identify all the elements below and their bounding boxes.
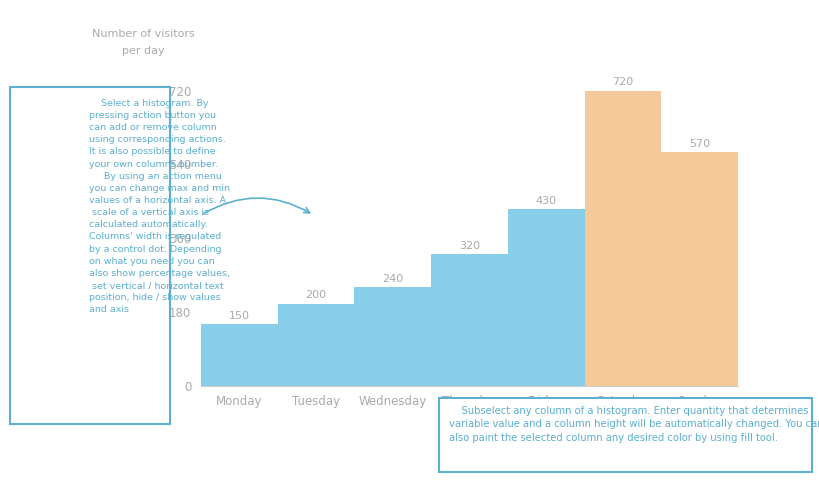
Text: 320: 320 <box>459 241 479 251</box>
Bar <box>354 287 431 386</box>
Text: Subselect any column of a histogram. Enter quantity that determines
variable val: Subselect any column of a histogram. Ent… <box>449 406 819 443</box>
Bar <box>201 324 278 386</box>
Text: Number of visitors: Number of visitors <box>92 29 195 39</box>
Text: per day: per day <box>122 46 165 56</box>
Text: 720: 720 <box>612 77 633 87</box>
Text: 200: 200 <box>305 290 326 300</box>
Bar <box>660 152 737 386</box>
Bar <box>507 209 584 386</box>
Text: Days of the week: Days of the week <box>688 398 790 411</box>
Text: Select a histogram. By
pressing action button you
can add or remove column
using: Select a histogram. By pressing action b… <box>88 99 229 314</box>
Bar <box>278 304 354 386</box>
Text: 570: 570 <box>688 139 709 149</box>
Bar <box>431 254 507 386</box>
Bar <box>584 91 660 386</box>
Text: 430: 430 <box>535 196 556 206</box>
Text: 150: 150 <box>229 311 250 321</box>
Text: 240: 240 <box>382 274 403 284</box>
